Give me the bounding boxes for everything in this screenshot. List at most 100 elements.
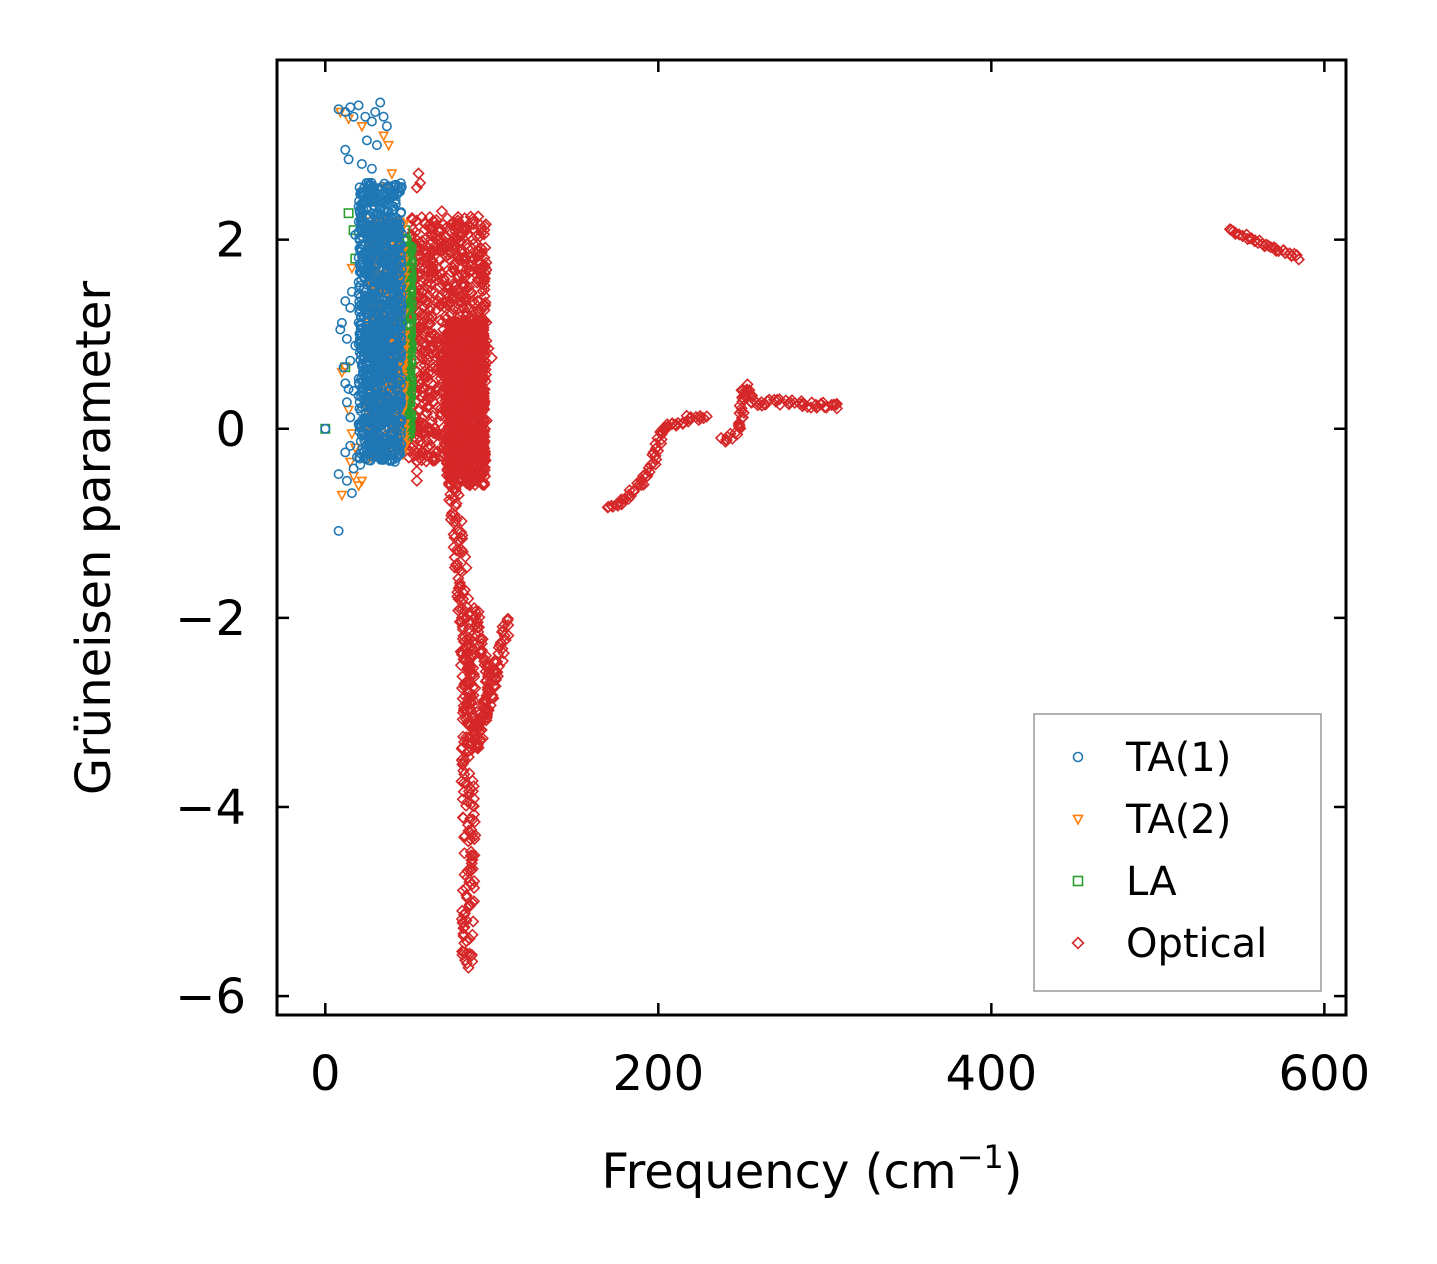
marker-optical xyxy=(464,346,478,359)
marker-optical xyxy=(455,443,469,457)
marker-optical xyxy=(1229,227,1242,241)
marker-optical xyxy=(457,699,470,712)
marker-ta-1- xyxy=(386,447,397,458)
marker-optical xyxy=(490,655,504,668)
marker-optical xyxy=(1264,241,1278,254)
marker-ta-1- xyxy=(382,416,393,427)
marker-optical xyxy=(471,244,484,257)
marker-optical xyxy=(414,279,427,292)
marker-ta-1- xyxy=(346,488,357,499)
marker-optical xyxy=(457,279,470,292)
marker-optical xyxy=(499,633,512,647)
marker-ta-1- xyxy=(366,245,377,256)
marker-optical xyxy=(478,223,491,237)
marker-optical xyxy=(464,259,477,273)
marker-optical xyxy=(451,340,464,353)
marker-optical xyxy=(467,395,480,409)
marker-optical xyxy=(421,298,434,311)
marker-optical xyxy=(432,362,445,375)
marker-optical xyxy=(468,612,482,625)
marker-optical xyxy=(478,304,491,317)
marker-optical xyxy=(415,211,428,224)
marker-optical xyxy=(445,342,458,355)
legend-item: Optical xyxy=(1071,921,1267,967)
marker-optical xyxy=(655,433,668,446)
marker-optical xyxy=(414,321,427,334)
marker-optical xyxy=(444,488,457,501)
marker-optical xyxy=(660,418,674,431)
marker-optical xyxy=(738,385,751,398)
marker-optical xyxy=(467,218,480,231)
marker-ta-1- xyxy=(368,208,379,219)
x-tick-label: 0 xyxy=(310,1046,341,1102)
marker-ta-1- xyxy=(394,448,405,459)
marker-ta-1- xyxy=(369,260,380,271)
marker-ta-1- xyxy=(366,163,377,174)
marker-optical xyxy=(450,513,463,526)
marker-optical xyxy=(457,277,471,290)
marker-optical xyxy=(406,213,419,226)
marker-optical xyxy=(473,428,487,441)
marker-ta-1- xyxy=(355,406,366,417)
marker-ta-1- xyxy=(338,362,349,373)
marker-ta-1- xyxy=(345,355,356,366)
marker-optical xyxy=(830,397,843,411)
marker-optical xyxy=(782,398,796,411)
marker-optical xyxy=(459,643,472,656)
marker-ta-1- xyxy=(393,226,404,237)
marker-optical xyxy=(445,265,458,279)
marker-ta-1- xyxy=(333,525,344,536)
axis-ticks: 0 200 400 600 −6 −4 −2 0 2 xyxy=(175,60,1370,1102)
marker-ta-2- xyxy=(346,429,358,440)
legend-marker-diamond xyxy=(1071,936,1085,950)
marker-ta-1- xyxy=(396,289,407,300)
marker-ta-1- xyxy=(380,253,391,264)
marker-optical xyxy=(432,224,445,238)
marker-optical xyxy=(452,592,465,606)
marker-optical xyxy=(456,545,469,559)
marker-optical xyxy=(412,430,426,443)
marker-optical xyxy=(426,265,439,279)
marker-optical xyxy=(456,948,469,962)
marker-optical xyxy=(472,423,485,436)
marker-ta-2- xyxy=(386,169,398,180)
marker-optical xyxy=(697,411,710,425)
marker-optical xyxy=(759,398,772,411)
marker-optical xyxy=(459,224,472,238)
marker-optical xyxy=(417,292,431,306)
marker-optical xyxy=(451,214,465,227)
marker-optical xyxy=(476,414,490,427)
marker-optical xyxy=(473,392,487,406)
marker-ta-1- xyxy=(370,338,381,349)
marker-optical xyxy=(1248,235,1262,248)
marker-optical xyxy=(445,330,458,343)
marker-ta-1- xyxy=(363,262,374,273)
marker-ta-1- xyxy=(385,186,396,197)
marker-ta-2- xyxy=(356,122,368,133)
marker-ta-1- xyxy=(389,185,400,196)
marker-ta-1- xyxy=(353,377,364,388)
marker-optical xyxy=(1272,244,1285,258)
marker-ta-1- xyxy=(341,333,352,344)
marker-ta-1- xyxy=(395,430,406,441)
marker-optical xyxy=(450,390,463,403)
marker-ta-1- xyxy=(374,433,385,444)
marker-ta-1- xyxy=(371,140,382,151)
series-optical xyxy=(402,167,1306,974)
marker-optical xyxy=(422,425,436,438)
marker-ta-1- xyxy=(360,300,371,311)
marker-ta-1- xyxy=(387,403,398,414)
marker-optical xyxy=(468,874,481,888)
marker-optical xyxy=(460,345,474,359)
marker-ta-1- xyxy=(366,429,377,440)
marker-optical xyxy=(425,235,439,249)
marker-optical xyxy=(466,915,480,928)
marker-ta-1- xyxy=(363,412,374,423)
marker-optical xyxy=(457,785,470,799)
legend-label: LA xyxy=(1126,859,1177,905)
marker-ta-1- xyxy=(391,220,402,231)
marker-optical xyxy=(453,369,466,383)
marker-optical xyxy=(478,266,492,280)
marker-optical xyxy=(475,406,488,420)
marker-ta-1- xyxy=(385,384,396,395)
